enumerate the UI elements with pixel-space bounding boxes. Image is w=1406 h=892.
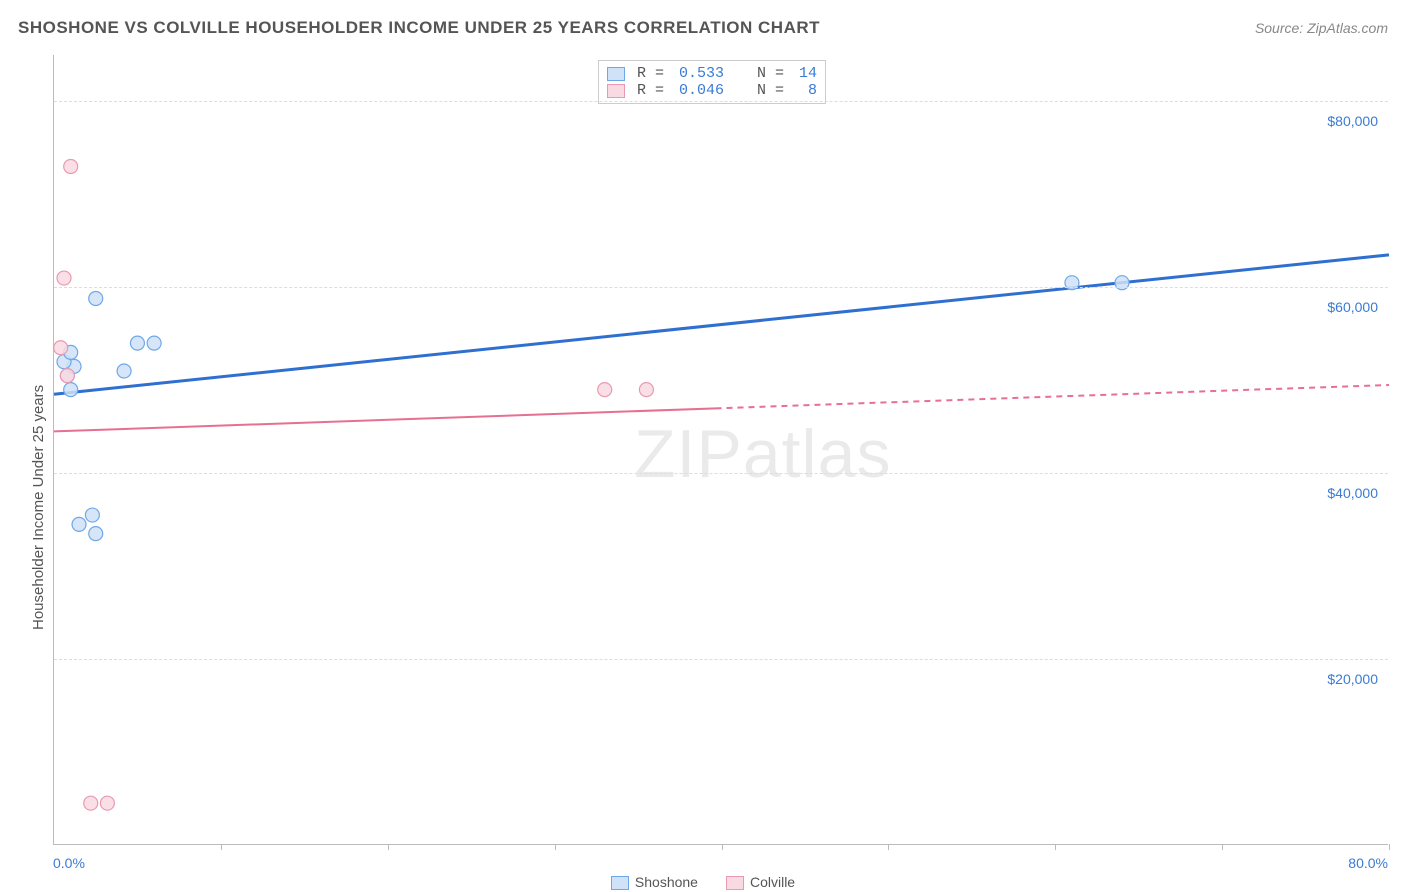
chart-container: SHOSHONE VS COLVILLE HOUSEHOLDER INCOME … (0, 0, 1406, 892)
y-tick-label: $60,000 (1327, 299, 1378, 315)
data-point (85, 508, 99, 522)
x-tick (221, 844, 222, 850)
legend-swatch (607, 67, 625, 81)
data-point (60, 369, 74, 383)
gridline (54, 473, 1388, 474)
gridline (54, 287, 1388, 288)
data-point (54, 341, 68, 355)
x-tick (1222, 844, 1223, 850)
title-row: SHOSHONE VS COLVILLE HOUSEHOLDER INCOME … (18, 18, 1388, 38)
legend-label: Shoshone (635, 874, 698, 890)
x-tick (888, 844, 889, 850)
data-point (72, 517, 86, 531)
data-point (89, 292, 103, 306)
stats-r-value: 0.533 (679, 65, 724, 82)
source-label: Source: ZipAtlas.com (1255, 20, 1388, 36)
x-tick (722, 844, 723, 850)
x-tick (388, 844, 389, 850)
y-tick-label: $20,000 (1327, 671, 1378, 687)
stats-legend-box: R = 0.533 N = 14R = 0.046 N = 8 (598, 60, 826, 104)
gridline (54, 659, 1388, 660)
data-point (639, 383, 653, 397)
trend-line (54, 255, 1389, 394)
gridline (54, 101, 1388, 102)
data-point (64, 383, 78, 397)
y-axis-label: Householder Income Under 25 years (30, 385, 47, 630)
legend-swatch (726, 876, 744, 890)
data-point (147, 336, 161, 350)
plot-area: ZIPatlas R = 0.533 N = 14R = 0.046 N = 8… (53, 55, 1388, 845)
data-point (64, 160, 78, 174)
data-point (117, 364, 131, 378)
data-point (598, 383, 612, 397)
data-point (130, 336, 144, 350)
legend-item: Colville (726, 874, 795, 890)
stats-n-value: 14 (799, 65, 817, 82)
x-tick (1055, 844, 1056, 850)
bottom-legend: Shoshone Colville (0, 874, 1406, 890)
data-point (100, 796, 114, 810)
stats-row: R = 0.046 N = 8 (607, 82, 817, 99)
data-point (89, 527, 103, 541)
legend-item: Shoshone (611, 874, 698, 890)
chart-svg (54, 55, 1389, 845)
y-tick-label: $80,000 (1327, 113, 1378, 129)
data-point (84, 796, 98, 810)
legend-swatch (607, 84, 625, 98)
legend-swatch (611, 876, 629, 890)
stats-r-value: 0.046 (679, 82, 724, 99)
y-tick-label: $40,000 (1327, 485, 1378, 501)
x-tick (1389, 844, 1390, 850)
stats-n-value: 8 (799, 82, 817, 99)
data-point (57, 271, 71, 285)
x-axis-min-label: 0.0% (53, 855, 85, 871)
x-tick (555, 844, 556, 850)
stats-row: R = 0.533 N = 14 (607, 65, 817, 82)
chart-title: SHOSHONE VS COLVILLE HOUSEHOLDER INCOME … (18, 18, 820, 38)
legend-label: Colville (750, 874, 795, 890)
x-axis-max-label: 80.0% (1348, 855, 1388, 871)
